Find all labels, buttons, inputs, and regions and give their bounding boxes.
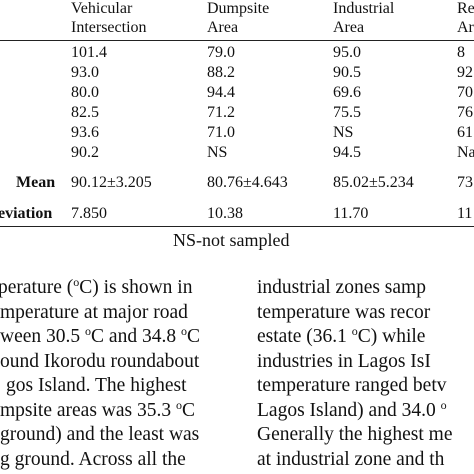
cell: 95.0 xyxy=(333,44,361,61)
right-text-column: industrial zones samp temperature was re… xyxy=(257,276,474,472)
text-line: temperature ranged betv xyxy=(257,375,447,396)
text-line: temperature was recor xyxy=(257,301,431,323)
left-text-column: perature (oC) is shown in mperature at m… xyxy=(0,276,238,472)
text-line: industries in Lagos IsI xyxy=(257,350,431,372)
cell: 90.12±3.205 xyxy=(71,174,152,191)
cell: NS xyxy=(333,124,354,141)
cell: 79.0 xyxy=(207,44,235,61)
table-row: 101.4 79.0 95.0 8 xyxy=(0,43,474,62)
table-row: 93.6 71.0 NS 61 xyxy=(0,123,474,142)
cell: 94.5 xyxy=(333,144,361,161)
cell: 80.76±4.643 xyxy=(207,174,288,191)
table-row: 90.2 NS 94.5 Na xyxy=(0,143,474,162)
cell: 94.4 xyxy=(207,84,235,101)
std-row: eviation 7.850 10.38 11.70 11 xyxy=(0,204,474,223)
cell: 90.5 xyxy=(333,64,361,81)
cell: 101.4 xyxy=(71,44,107,61)
cell: 93.6 xyxy=(71,124,99,141)
header-rule xyxy=(0,40,474,41)
cell: 8 xyxy=(457,44,465,61)
bottom-rule xyxy=(0,226,474,227)
text-line: ween 30.5 oC and 34.8 oC xyxy=(0,324,200,347)
text-line: industrial zones samp xyxy=(257,277,426,298)
cell: 61 xyxy=(457,124,473,141)
cell: 92 xyxy=(457,64,473,81)
std-label: eviation xyxy=(0,205,53,222)
header-residential: Re Ar xyxy=(457,0,474,36)
table-footnote: NS-not sampled xyxy=(173,230,290,250)
cell: 7.850 xyxy=(71,205,107,222)
cell: Na xyxy=(457,144,474,161)
cell: 93.0 xyxy=(71,64,99,81)
text-line: ground) and the least was xyxy=(0,424,200,445)
cell: 80.0 xyxy=(71,84,99,101)
text-line: at industrial zone and th xyxy=(257,448,445,470)
text-line: mpsite areas was 35.3 oC xyxy=(0,397,196,421)
header-vehicular: Vehicular Intersection xyxy=(71,0,147,36)
cell: 11.70 xyxy=(333,205,369,222)
text-line: mperature at major road xyxy=(0,301,188,323)
table-row: 93.0 88.2 90.5 92 xyxy=(0,63,474,82)
text-line: g ground. Across all the xyxy=(0,448,186,470)
text-line: Generally the highest me xyxy=(257,424,453,445)
cell: 76 xyxy=(457,104,473,121)
cell: NS xyxy=(207,144,228,161)
cell: 88.2 xyxy=(207,64,235,81)
cell: 11 xyxy=(457,205,473,222)
cell: 85.02±5.234 xyxy=(333,174,414,191)
cell: 71.0 xyxy=(207,124,235,141)
table-row: 82.5 71.2 75.5 76 xyxy=(0,103,474,122)
text-line: estate (36.1 oC) while xyxy=(257,324,426,347)
cell: 10.38 xyxy=(207,205,243,222)
cell: 70 xyxy=(457,84,473,101)
mean-row: Mean 90.12±3.205 80.76±4.643 85.02±5.234… xyxy=(0,173,474,192)
cell: 75.5 xyxy=(333,104,361,121)
header-industrial: Industrial Area xyxy=(333,0,395,36)
cell: 69.6 xyxy=(333,84,361,101)
cell: 73 xyxy=(457,174,473,191)
text-line: ound Ikorodu roundabout xyxy=(0,350,200,372)
table-row: 80.0 94.4 69.6 70 xyxy=(0,83,474,102)
header-dumpsite: Dumpsite Area xyxy=(207,0,270,36)
mean-label: Mean xyxy=(16,174,56,191)
text-line: gos Island. The highest xyxy=(6,375,187,396)
cell: 71.2 xyxy=(207,104,235,121)
text-line: Lagos Island) and 34.0 o xyxy=(257,397,447,421)
text-line: perature (oC) is shown in xyxy=(0,276,193,298)
cell: 82.5 xyxy=(71,104,99,121)
cell: 90.2 xyxy=(71,144,99,161)
